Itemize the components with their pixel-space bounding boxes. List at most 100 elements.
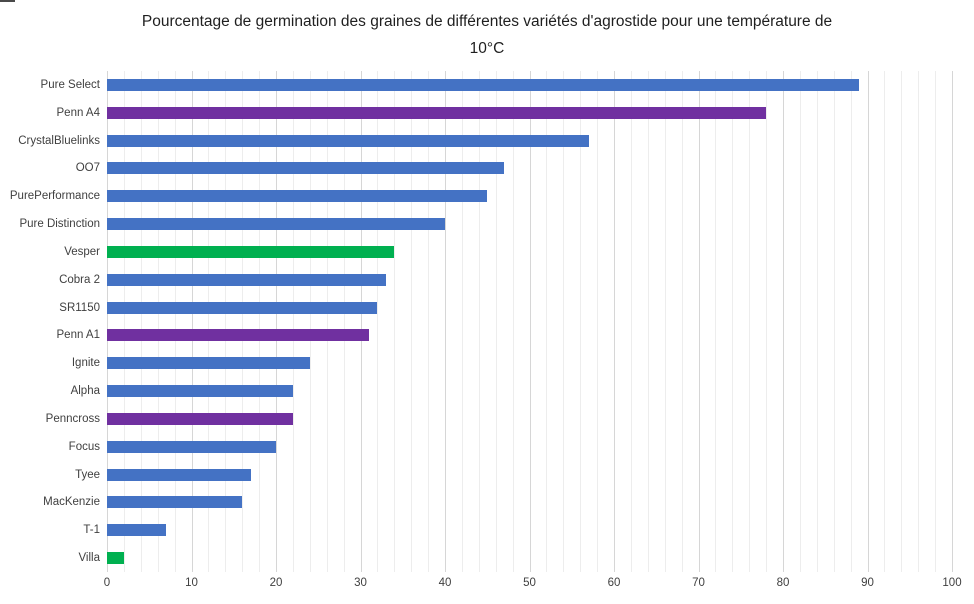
minor-gridline [343, 71, 345, 572]
minor-gridline [833, 71, 835, 572]
value-tick-label: 40 [438, 577, 452, 589]
value-tick-label: 0 [103, 577, 111, 589]
category-label: PurePerformance [9, 190, 100, 203]
category-label: Penn A4 [56, 106, 100, 119]
category-label: Cobra 2 [59, 273, 100, 286]
minor-gridline [512, 71, 514, 572]
category-label: Villa [78, 552, 100, 565]
plot-area [107, 71, 953, 572]
minor-gridline [411, 71, 413, 572]
category-label: Focus [68, 440, 100, 453]
bar-penn-a1 [107, 329, 369, 342]
value-tick-label: 100 [942, 577, 962, 589]
minor-gridline [242, 71, 244, 572]
category-label: Vesper [64, 245, 100, 258]
minor-gridline [647, 71, 649, 572]
minor-gridline [478, 71, 480, 572]
category-label: Alpha [70, 385, 100, 398]
minor-gridline [174, 71, 176, 572]
minor-gridline [309, 71, 311, 572]
minor-gridline [377, 71, 379, 572]
minor-gridline [140, 71, 142, 572]
major-gridline [191, 71, 193, 572]
minor-gridline [157, 71, 159, 572]
major-gridline [783, 71, 784, 572]
category-label: T-1 [83, 524, 100, 537]
bar-crystalbluelinks [107, 134, 589, 147]
minor-gridline [749, 71, 751, 572]
chart-title: Pourcentage de germination des graines d… [0, 8, 974, 62]
bar-penn-a4 [107, 106, 767, 119]
bar-alpha [107, 385, 293, 398]
minor-gridline [918, 71, 920, 572]
minor-gridline [630, 71, 632, 572]
category-label: Pure Select [40, 78, 100, 91]
minor-gridline [799, 71, 801, 572]
category-label: Tyee [75, 468, 100, 481]
major-gridline [952, 71, 953, 572]
minor-gridline [292, 71, 294, 572]
major-gridline [529, 71, 531, 572]
bar-oo7 [107, 162, 505, 175]
bar-tyee [107, 468, 251, 481]
value-tick-label: 60 [607, 577, 621, 589]
bar-pureperformance [107, 190, 488, 203]
category-label: Penncross [45, 412, 100, 425]
minor-gridline [461, 71, 463, 572]
category-label: CrystalBluelinks [18, 134, 100, 147]
major-gridline [698, 71, 700, 572]
minor-gridline [563, 71, 565, 572]
bar-sr1150 [107, 301, 378, 314]
value-tick-label: 90 [861, 577, 874, 589]
category-label: MacKenzie [43, 496, 100, 509]
minor-gridline [664, 71, 666, 572]
value-tick-label: 70 [692, 577, 705, 589]
major-gridline [276, 71, 277, 572]
category-label: SR1150 [59, 301, 100, 314]
minor-gridline [495, 71, 497, 572]
minor-gridline [901, 71, 903, 572]
value-tick-label: 20 [269, 577, 283, 589]
minor-gridline [732, 71, 734, 572]
bar-focus [107, 440, 276, 453]
category-label: Pure Distinction [19, 218, 100, 231]
category-label: OO7 [75, 162, 100, 175]
minor-gridline [715, 71, 717, 572]
chart-title-line1: Pourcentage de germination des graines d… [141, 13, 833, 30]
minor-gridline [546, 71, 548, 572]
bar-t-1 [107, 524, 167, 537]
value-tick-label: 30 [354, 577, 367, 589]
minor-gridline [850, 71, 852, 572]
chart-title-line2: 10°C [469, 40, 505, 57]
bar-pure-distinction [107, 218, 445, 231]
major-gridline [360, 71, 362, 572]
minor-gridline [428, 71, 430, 572]
bar-villa [107, 552, 124, 565]
major-gridline [445, 71, 446, 572]
value-tick-label: 10 [185, 577, 198, 589]
category-label: Penn A1 [56, 329, 100, 342]
minor-gridline [225, 71, 227, 572]
bar-penncross [107, 412, 293, 425]
minor-gridline [766, 71, 768, 572]
bar-mackenzie [107, 496, 243, 509]
major-gridline [107, 71, 108, 572]
minor-gridline [123, 71, 125, 572]
minor-gridline [326, 71, 328, 572]
minor-gridline [394, 71, 396, 572]
minor-gridline [935, 71, 937, 572]
bar-vesper [107, 245, 395, 258]
bar-ignite [107, 357, 310, 370]
bar-cobra-2 [107, 273, 386, 286]
category-label: Ignite [71, 357, 100, 370]
minor-gridline [816, 71, 818, 572]
major-gridline [867, 71, 869, 572]
minor-gridline [580, 71, 582, 572]
screen-edge-artifact [0, 0, 15, 2]
minor-gridline [884, 71, 886, 572]
minor-gridline [597, 71, 599, 572]
value-tick-label: 80 [776, 577, 790, 589]
value-tick-label: 50 [523, 577, 536, 589]
minor-gridline [259, 71, 261, 572]
